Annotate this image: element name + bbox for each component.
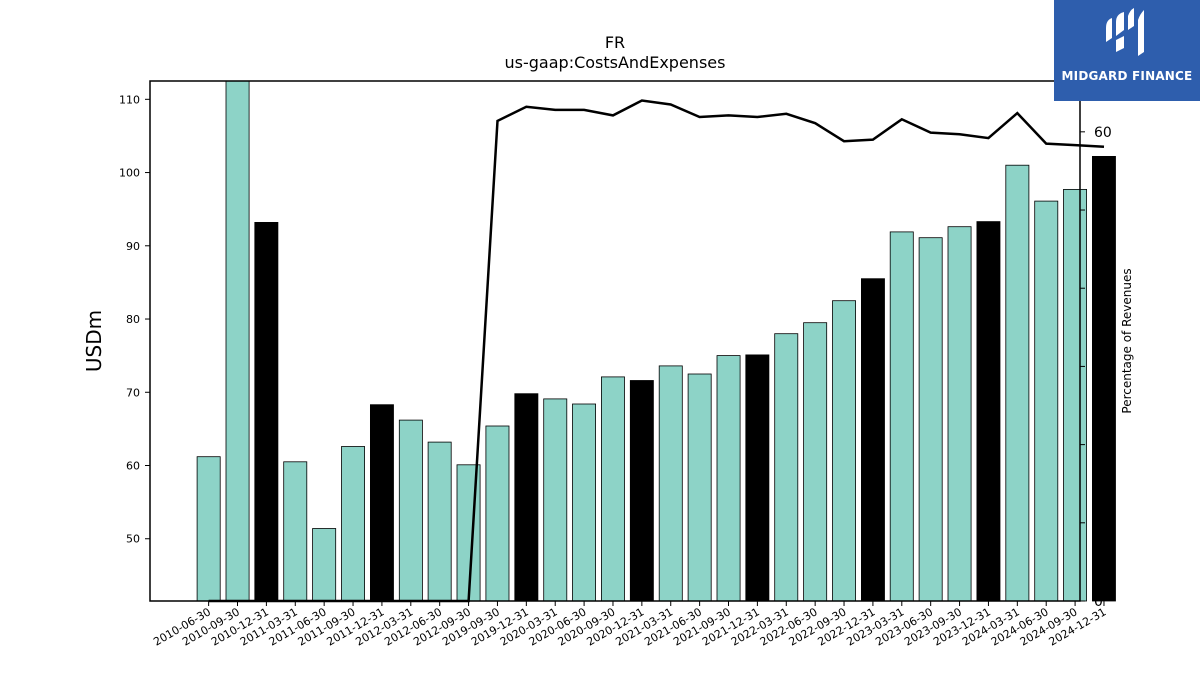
bar-2024-09-30 xyxy=(1063,188,1088,602)
bar-2012-03-31 xyxy=(398,419,423,602)
y2-tick-label: 30 xyxy=(1094,359,1112,375)
bar-2023-09-30 xyxy=(947,226,972,602)
bar-2024-03-31 xyxy=(1005,164,1030,602)
y2-tick-label: 20 xyxy=(1094,438,1112,454)
bar-2010-09-30 xyxy=(225,80,250,602)
midgard-logo-icon xyxy=(1106,8,1144,56)
bar-2020-06-30 xyxy=(572,403,597,602)
bar-2019-09-30 xyxy=(485,425,510,602)
bar-2022-06-30 xyxy=(803,322,828,602)
bar-series xyxy=(196,80,1116,602)
bar-2020-12-31 xyxy=(629,380,654,602)
y-tick-label: 80 xyxy=(126,313,140,326)
plot-frame xyxy=(149,80,1081,602)
bar-2011-12-31 xyxy=(369,404,394,602)
bar-2022-09-30 xyxy=(832,300,857,602)
y-tick-label: 50 xyxy=(126,533,140,546)
bar-2021-09-30 xyxy=(716,355,741,602)
chart-title: FR xyxy=(605,33,625,52)
bar-2011-06-30 xyxy=(312,528,337,602)
bar-2023-12-31 xyxy=(976,221,1001,602)
y2-tick-label: 0 xyxy=(1094,594,1103,610)
y2-axis-label: Percentage of Revenues xyxy=(1120,268,1134,413)
bar-2012-06-30 xyxy=(427,441,452,602)
bar-2010-12-31 xyxy=(254,221,279,602)
y2-tick-label: 10 xyxy=(1094,516,1112,532)
y-tick-label: 60 xyxy=(126,460,140,473)
bar-2020-09-30 xyxy=(601,376,625,602)
bar-2022-12-31 xyxy=(861,278,885,602)
bar-2011-09-30 xyxy=(341,446,366,602)
bar-2021-03-31 xyxy=(658,365,683,602)
bar-2023-03-31 xyxy=(889,231,914,602)
y-axis-label: USDm xyxy=(82,310,106,372)
bar-2010-06-30 xyxy=(196,456,221,602)
y-tick-label: 70 xyxy=(126,386,140,399)
bar-2011-03-31 xyxy=(283,461,308,602)
y-tick-label: 100 xyxy=(119,167,140,180)
bar-2019-12-31 xyxy=(514,393,539,602)
bar-2024-12-31 xyxy=(1092,155,1116,602)
y2-tick-label: 60 xyxy=(1094,125,1112,141)
y-tick-label: 90 xyxy=(126,240,140,253)
bar-2022-03-31 xyxy=(774,333,799,602)
y-tick-label: 110 xyxy=(119,93,140,106)
bar-2020-03-31 xyxy=(543,398,568,602)
chart-subtitle: us-gaap:CostsAndExpenses xyxy=(505,53,726,72)
bar-2023-06-30 xyxy=(918,237,943,602)
bar-2021-12-31 xyxy=(745,354,770,602)
bar-2021-06-30 xyxy=(687,373,712,602)
y2-tick-label: 40 xyxy=(1094,281,1112,297)
bar-2024-06-30 xyxy=(1034,200,1059,602)
midgard-finance-logo: MIDGARD FINANCE xyxy=(1054,0,1200,101)
logo-text: MIDGARD FINANCE xyxy=(1061,69,1193,83)
y2-tick-label: 50 xyxy=(1094,203,1112,219)
